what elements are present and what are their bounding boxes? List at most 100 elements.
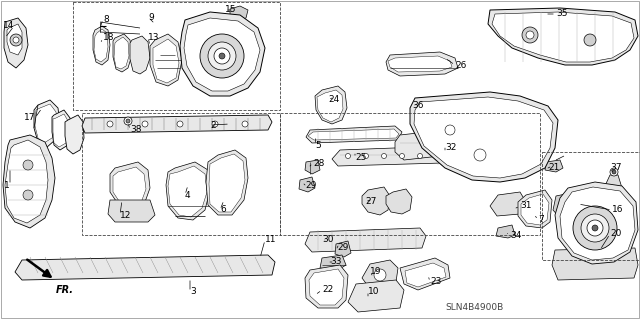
Polygon shape [492,12,634,62]
Polygon shape [362,260,398,288]
Polygon shape [488,8,638,65]
Circle shape [417,153,422,159]
Bar [280,113,540,235]
Text: 34: 34 [510,231,522,240]
Text: 7: 7 [538,216,544,225]
Circle shape [142,121,148,127]
Circle shape [573,206,617,250]
Text: 36: 36 [412,100,424,109]
Circle shape [610,168,618,176]
Circle shape [212,121,218,127]
Polygon shape [168,166,207,217]
Polygon shape [521,194,549,225]
Polygon shape [180,12,265,96]
Circle shape [472,153,477,159]
Circle shape [23,160,33,170]
Polygon shape [206,150,248,215]
Circle shape [200,34,244,78]
Text: 29: 29 [305,181,316,189]
Circle shape [177,121,183,127]
Circle shape [374,269,386,281]
Polygon shape [35,104,57,143]
Polygon shape [15,255,275,280]
Polygon shape [305,228,426,252]
Text: 4: 4 [185,190,191,199]
Circle shape [592,225,598,231]
Polygon shape [299,177,315,192]
Circle shape [214,48,230,64]
Polygon shape [130,36,150,74]
Text: 1: 1 [4,181,10,189]
Circle shape [474,149,486,161]
Polygon shape [150,34,182,86]
Polygon shape [110,162,150,208]
Polygon shape [410,92,558,182]
Text: 33: 33 [330,257,342,266]
Polygon shape [496,225,515,238]
Text: 22: 22 [322,286,333,294]
Polygon shape [113,167,146,205]
Polygon shape [388,56,452,72]
Polygon shape [230,6,248,20]
Text: 15: 15 [225,5,237,14]
Circle shape [381,153,387,159]
Text: 29: 29 [337,243,348,253]
Polygon shape [426,112,490,138]
Polygon shape [518,190,552,228]
Text: 16: 16 [612,205,623,214]
Text: 9: 9 [148,12,154,21]
Text: SLN4B4900B: SLN4B4900B [445,303,503,313]
Circle shape [587,220,603,236]
Polygon shape [306,126,402,143]
Polygon shape [386,189,412,214]
Polygon shape [7,24,22,55]
Text: 18: 18 [103,33,115,42]
Text: 24: 24 [328,95,339,105]
Text: 31: 31 [520,202,531,211]
Polygon shape [113,34,132,72]
Polygon shape [432,138,505,165]
Polygon shape [490,192,526,216]
Polygon shape [4,18,28,68]
Text: 5: 5 [315,140,321,150]
Polygon shape [386,52,458,76]
Text: 30: 30 [322,235,333,244]
Circle shape [242,121,248,127]
Text: 28: 28 [313,159,324,167]
Polygon shape [315,86,347,124]
Circle shape [612,170,616,174]
Polygon shape [93,26,110,65]
Polygon shape [184,18,260,91]
Bar [82,113,280,235]
Polygon shape [34,100,60,148]
Polygon shape [52,110,72,150]
Polygon shape [153,39,179,83]
Text: 37: 37 [610,164,621,173]
Text: 11: 11 [265,235,276,244]
Polygon shape [414,97,553,178]
Text: 2: 2 [210,121,216,130]
Circle shape [399,153,404,159]
Polygon shape [405,263,446,287]
Circle shape [124,117,132,125]
Polygon shape [545,160,563,172]
Polygon shape [400,258,450,290]
Text: 26: 26 [455,61,467,70]
Circle shape [208,42,236,70]
Polygon shape [552,248,638,280]
Polygon shape [395,130,455,160]
Polygon shape [3,135,55,228]
Circle shape [10,34,22,46]
Polygon shape [309,269,344,305]
Text: 6: 6 [220,205,226,214]
Polygon shape [448,128,465,144]
Circle shape [435,153,440,159]
Polygon shape [317,90,343,122]
Text: 25: 25 [355,153,366,162]
Text: 32: 32 [445,144,456,152]
Polygon shape [308,129,399,140]
Polygon shape [305,265,348,308]
Bar [73,2,280,110]
Text: 19: 19 [370,268,381,277]
Bar [542,152,640,260]
